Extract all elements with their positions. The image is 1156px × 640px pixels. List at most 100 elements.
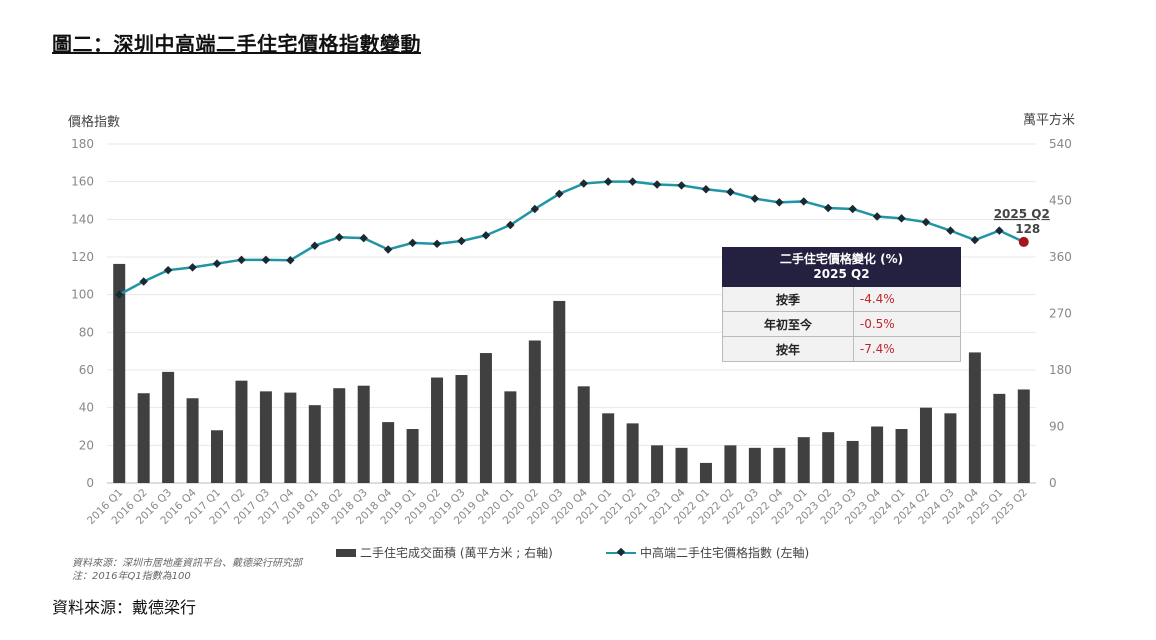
line-point: [310, 241, 320, 250]
bar: [504, 391, 517, 483]
bar: [137, 393, 150, 483]
line-point: [286, 255, 295, 265]
bar: [626, 423, 639, 483]
legend-bar-swatch: [336, 548, 356, 557]
line-point: [481, 231, 491, 240]
bar: [333, 388, 346, 483]
bar: [993, 393, 1006, 483]
line-point: [432, 239, 442, 249]
line-point: [677, 181, 686, 190]
line-point: [212, 259, 222, 268]
bar: [186, 398, 199, 483]
left-tick-label: 100: [71, 288, 94, 302]
page-title: 圖二：深圳中高端二手住宅價格指數變動: [52, 32, 421, 56]
bar: [553, 300, 566, 483]
line-point: [237, 255, 246, 265]
legend-bar-label: 二手住宅成交面積 (萬平方米 ; 右軸): [360, 546, 553, 560]
row-label-yoy: 按年: [722, 336, 854, 362]
bar: [235, 380, 248, 483]
table-header-title: 二手住宅價格變化 (%): [779, 252, 904, 266]
line-point: [970, 235, 980, 245]
bar: [797, 437, 810, 483]
right-tick-label: 180: [1049, 363, 1072, 377]
bottom-source: 資料來源：戴德梁行: [52, 598, 197, 617]
bar: [162, 371, 175, 483]
bar: [382, 422, 395, 483]
bar: [944, 413, 957, 483]
left-tick-label: 160: [71, 175, 94, 189]
bar: [259, 391, 272, 483]
line-point: [799, 197, 808, 206]
line-point: [114, 290, 124, 299]
legend-line: 中高端二手住宅價格指數 (左軸): [606, 544, 809, 561]
bar: [675, 447, 688, 483]
line-point: [457, 236, 466, 246]
table-row: 按年 -7.4%: [722, 336, 962, 362]
row-value-yoy: -7.4%: [852, 336, 962, 362]
legend-line-swatch: [606, 551, 636, 554]
row-value-qoq: -4.4%: [852, 286, 962, 312]
line-point: [897, 214, 906, 223]
bar: [919, 407, 932, 483]
line-point: [823, 203, 833, 213]
right-tick-label: 0: [1049, 476, 1057, 490]
bar: [871, 426, 884, 483]
table-header: 二手住宅價格變化 (%) 2025 Q2: [722, 247, 961, 287]
left-axis-title: 價格指數: [68, 115, 121, 130]
annotation-value: 128: [1015, 222, 1040, 236]
line-point: [139, 277, 148, 286]
left-tick-label: 60: [79, 363, 94, 377]
bar: [968, 352, 981, 483]
row-value-ytd: -0.5%: [852, 311, 962, 337]
bar: [284, 392, 297, 483]
line-point: [848, 204, 857, 214]
bar: [773, 447, 786, 483]
right-tick-label: 450: [1049, 194, 1072, 208]
left-tick-label: 40: [79, 401, 94, 415]
legend-bar: 二手住宅成交面積 (萬平方米 ; 右軸): [336, 544, 553, 561]
left-tick-label: 140: [71, 212, 94, 226]
left-tick-label: 80: [79, 325, 94, 339]
line-point: [726, 187, 735, 197]
legend-line-label: 中高端二手住宅價格指數 (左軸): [640, 546, 810, 560]
bar: [846, 440, 859, 483]
line-point: [995, 226, 1004, 235]
bar: [113, 263, 126, 483]
line-point: [359, 233, 368, 243]
bar: [211, 430, 224, 483]
bar: [308, 405, 321, 483]
bar: [406, 429, 419, 483]
line-point: [579, 179, 588, 188]
bar: [699, 462, 712, 483]
right-tick-label: 90: [1049, 420, 1064, 434]
line-point: [335, 232, 344, 242]
bar: [357, 385, 370, 483]
left-tick-label: 120: [71, 250, 94, 264]
bar: [602, 413, 615, 483]
bar: [651, 445, 664, 483]
row-label-ytd: 年初至今: [722, 311, 854, 337]
line-point: [946, 226, 955, 235]
table-row: 按季 -4.4%: [722, 286, 962, 312]
line-point: [775, 198, 784, 207]
line-point: [261, 255, 271, 265]
line-point: [188, 263, 197, 272]
highlight-point: [1018, 236, 1029, 247]
bar: [1017, 389, 1030, 483]
line-point: [163, 265, 173, 275]
price-change-table: 二手住宅價格變化 (%) 2025 Q2 按季 -4.4% 年初至今 -0.5%…: [722, 247, 962, 362]
bar: [528, 340, 541, 483]
bar: [895, 429, 908, 483]
bar: [822, 432, 835, 483]
table-header-period: 2025 Q2: [813, 267, 870, 281]
table-row: 年初至今 -0.5%: [722, 311, 962, 337]
left-tick-label: 0: [86, 476, 94, 490]
line-point: [383, 245, 393, 254]
right-tick-label: 540: [1049, 137, 1072, 151]
right-tick-label: 270: [1049, 307, 1072, 321]
bar: [748, 447, 761, 483]
line-point: [750, 194, 760, 203]
line-point: [701, 184, 711, 194]
bar: [431, 377, 444, 483]
